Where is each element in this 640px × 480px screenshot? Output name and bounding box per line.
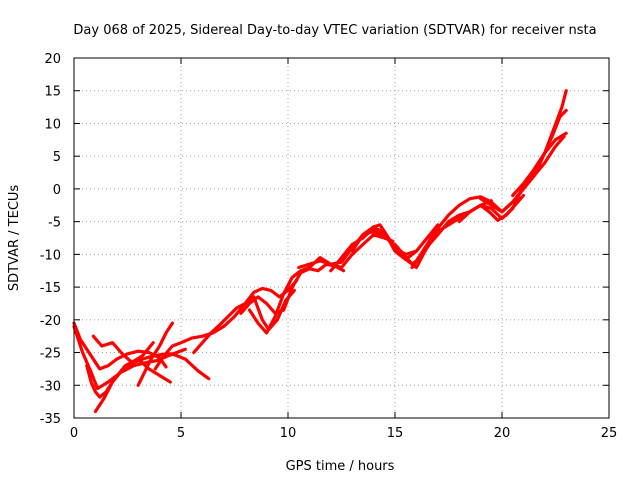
series-track-4 — [93, 352, 211, 414]
x-tick-label: 25 — [601, 426, 618, 441]
y-tick-label: -15 — [40, 281, 61, 296]
x-tick-label: 10 — [280, 426, 297, 441]
y-tick-label: 20 — [44, 52, 61, 67]
series-track-1 — [72, 321, 168, 371]
series-track-10 — [247, 233, 395, 335]
x-tick-label: 0 — [70, 426, 78, 441]
series-track-19 — [511, 131, 568, 198]
series-track-18 — [479, 108, 568, 214]
chart-title: Day 068 of 2025, Sidereal Day-to-day VTE… — [73, 23, 596, 38]
series-track-8 — [192, 288, 296, 355]
x-tick-label: 20 — [494, 426, 511, 441]
y-tick-label: -5 — [48, 216, 61, 231]
y-tick-label: -20 — [40, 314, 61, 329]
plot-frame — [73, 57, 610, 419]
y-tick-label: 0 — [53, 183, 61, 198]
y-tick-label: -30 — [40, 379, 61, 394]
y-tick-label: 10 — [44, 117, 61, 132]
series-track-5 — [91, 334, 155, 364]
y-tick-label: -35 — [40, 412, 61, 427]
y-tick-label: -10 — [40, 248, 61, 263]
x-axis-label: GPS time / hours — [286, 459, 395, 474]
y-tick-labels: -35 -30 -25 -20 -15 -10 -5 0 5 10 15 20 — [40, 52, 61, 427]
y-axis-label: SDTVAR / TECUs — [7, 185, 22, 292]
y-tick-label: 15 — [44, 85, 61, 100]
grid-lines — [74, 58, 609, 418]
axis-ticks — [73, 57, 610, 419]
x-tick-labels: 0 5 10 15 20 25 — [70, 426, 617, 441]
x-tick-label: 5 — [177, 426, 185, 441]
series-track-7 — [153, 278, 299, 371]
y-tick-label: 5 — [53, 150, 61, 165]
x-tick-label: 15 — [387, 426, 404, 441]
y-tick-label: -25 — [40, 347, 61, 362]
series-lines — [72, 89, 568, 414]
series-track-6 — [136, 321, 174, 387]
